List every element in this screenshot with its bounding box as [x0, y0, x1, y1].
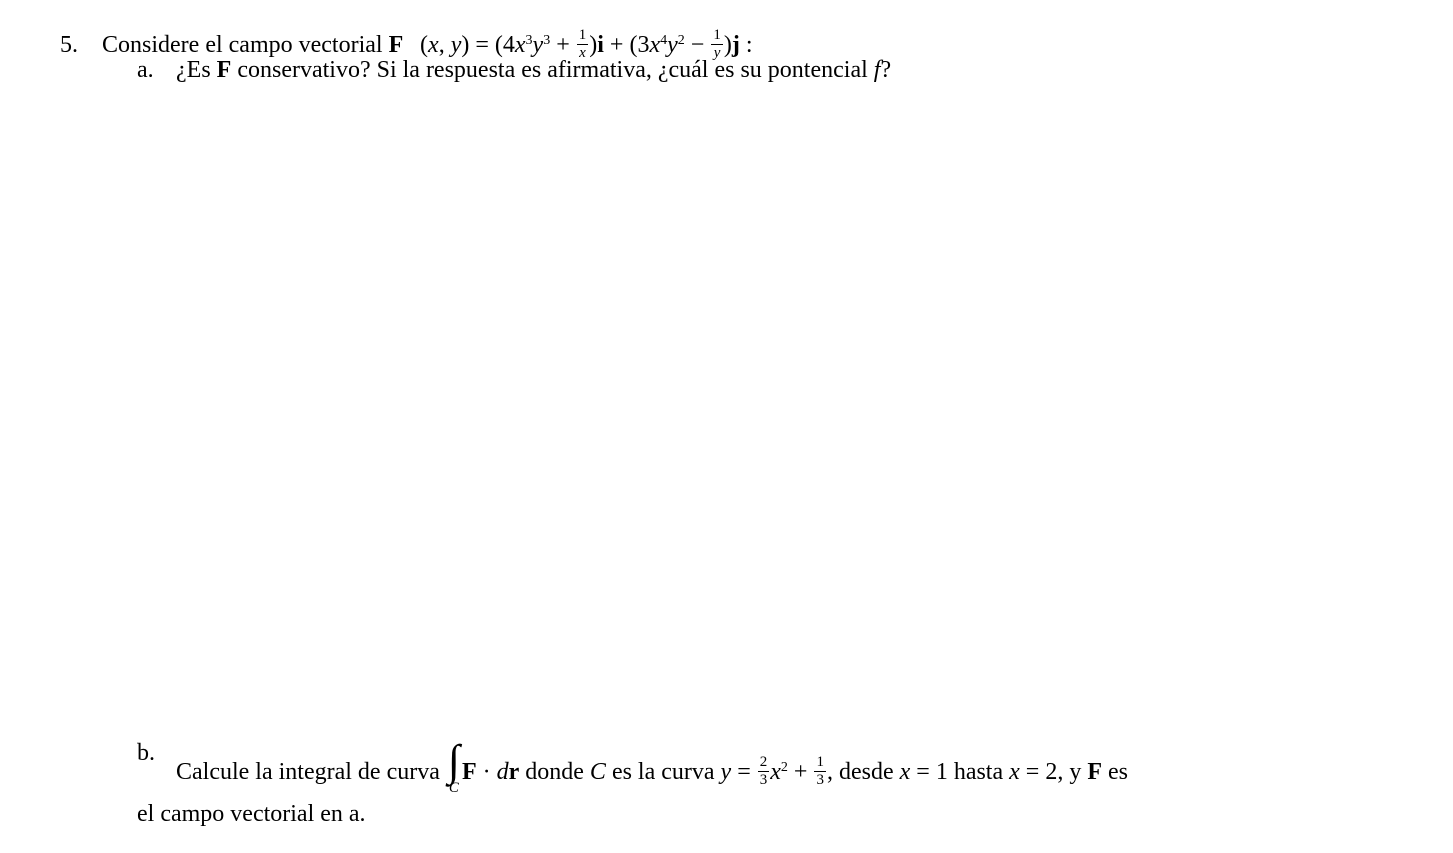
- page: 5. Considere el campo vectorial F (x, y)…: [0, 0, 1453, 853]
- integral-symbol: ∫C: [448, 739, 460, 796]
- x-term2: x: [649, 32, 660, 58]
- frac-2-over-3: 23: [757, 755, 771, 788]
- colon: :: [740, 32, 753, 58]
- F-symbol-a: F: [217, 57, 232, 83]
- one: 1: [936, 759, 948, 785]
- frac1-num: 1: [577, 28, 589, 45]
- x-desde: x: [900, 759, 911, 785]
- close-paren-2: ): [724, 32, 732, 58]
- part-b-text: Calcule la integral de curva ∫CF · dr do…: [176, 739, 1128, 796]
- F-symbol-b: F: [462, 759, 477, 785]
- frac3-num: 2: [758, 755, 770, 772]
- open-args: (: [420, 32, 428, 58]
- y-pow-2: 2: [678, 33, 685, 48]
- letter-b: b.: [137, 740, 155, 766]
- i-vector: i: [597, 32, 604, 58]
- y-var: y: [451, 32, 462, 58]
- part-b-letter: b.: [137, 739, 155, 768]
- plus-2: +: [788, 759, 814, 785]
- intro-text: Considere el campo vectorial: [102, 32, 389, 58]
- args-separator: ,: [439, 32, 451, 58]
- hasta: hasta: [948, 759, 1009, 785]
- eq-1: =: [731, 759, 757, 785]
- y-F-es: , y: [1057, 759, 1087, 785]
- x-var: x: [428, 32, 439, 58]
- part-b-text-cont: el campo vectorial en a.: [137, 800, 366, 829]
- part-b-prefix: Calcule la integral de curva: [176, 759, 446, 785]
- frac2-num: 1: [711, 28, 723, 45]
- int-lower: C: [448, 781, 460, 796]
- coef-3: 3: [637, 32, 649, 58]
- donde: donde: [519, 759, 590, 785]
- F-symbol-b2: F: [1087, 759, 1102, 785]
- y-term2: y: [667, 32, 678, 58]
- part-a-letter: a.: [137, 56, 154, 85]
- qmark: ?: [880, 57, 891, 83]
- x-pow-3: 3: [526, 33, 533, 48]
- part-a-text: ¿Es F conservativo? Si la respuesta es a…: [176, 56, 891, 85]
- frac4-den: 3: [814, 772, 826, 788]
- d-symbol: d: [497, 759, 509, 785]
- part-b-cont: el campo vectorial en a.: [137, 801, 366, 827]
- frac4-num: 1: [814, 755, 826, 772]
- C-symbol: C: [590, 759, 606, 785]
- es-la-curva: es la curva: [606, 759, 721, 785]
- es-final: es: [1102, 759, 1128, 785]
- int-glyph: ∫: [448, 739, 460, 783]
- problem-number: 5.: [60, 32, 78, 58]
- r-symbol: r: [509, 759, 520, 785]
- part-a-q1: ¿Es: [176, 57, 217, 83]
- coef-4: 4: [503, 32, 515, 58]
- part-a-mid: conservativo? Si la respuesta es afirmat…: [231, 57, 873, 83]
- eq-2: =: [910, 759, 936, 785]
- eq-3: =: [1020, 759, 1046, 785]
- dot: ·: [477, 759, 497, 785]
- desde: , desde: [827, 759, 900, 785]
- y-eq: y: [721, 759, 732, 785]
- two: 2: [1045, 759, 1057, 785]
- x-sq: x: [770, 759, 781, 785]
- letter-a: a.: [137, 57, 154, 83]
- frac3-den: 3: [758, 772, 770, 788]
- minus-1: −: [685, 32, 711, 58]
- j-vector: j: [732, 32, 740, 58]
- x-hasta: x: [1009, 759, 1020, 785]
- F-symbol: F: [389, 32, 404, 58]
- plus-1: +: [550, 32, 576, 58]
- close-eq-open: ) = (: [461, 32, 503, 58]
- frac-1-over-3: 13: [813, 755, 827, 788]
- plus-open: + (: [604, 32, 638, 58]
- x-sq-pow: 2: [781, 760, 788, 775]
- x-term1: x: [515, 32, 526, 58]
- whitespace: [409, 32, 414, 58]
- y-term1: y: [533, 32, 544, 58]
